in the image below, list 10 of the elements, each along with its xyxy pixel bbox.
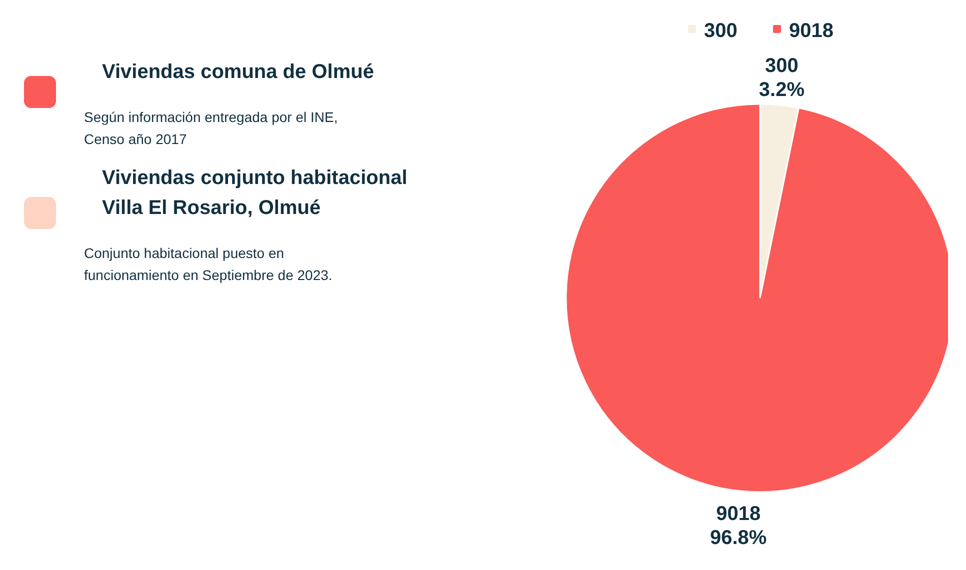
legend-label: 9018 [789, 20, 834, 42]
legend-label: 300 [704, 20, 738, 42]
text: Conjunto habitacional puesto en funcionamiento en Septiembre de 2023. [84, 245, 332, 283]
data-label: 96.8% [710, 526, 767, 549]
slice-label: 9018 [716, 502, 761, 525]
category-label: Viviendas comuna de Olmué [102, 61, 374, 83]
slice-label: 300 [764, 55, 798, 78]
text: Según información entregada por el INE, Censo año 2017 [84, 109, 338, 147]
category-label: Viviendas conjunto habitacional Villa El Rosario, Olmué [102, 167, 408, 219]
data-label: 3.2% [758, 79, 805, 102]
